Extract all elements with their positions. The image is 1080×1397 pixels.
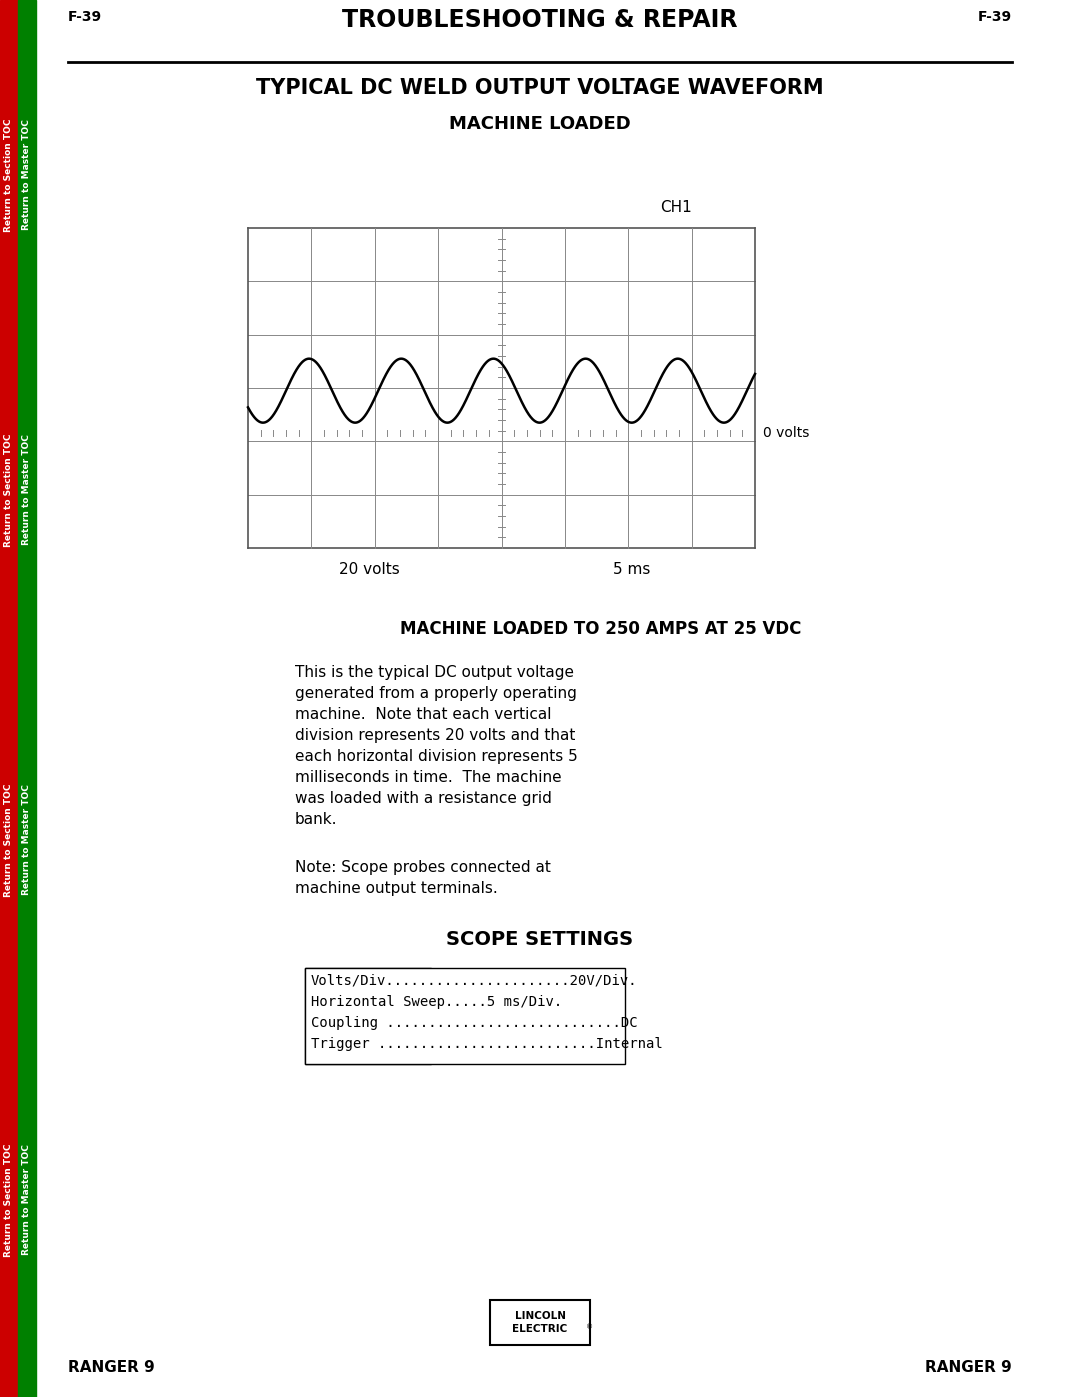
Text: bank.: bank. [295, 812, 337, 827]
Text: Return to Section TOC: Return to Section TOC [4, 119, 14, 232]
Bar [305, 968, 625, 1065]
Text: machine.  Note that each vertical: machine. Note that each vertical [295, 707, 552, 722]
Text: RANGER 9: RANGER 9 [926, 1361, 1012, 1375]
Bar [490, 1301, 590, 1345]
Text: Return to Section TOC: Return to Section TOC [4, 1143, 14, 1257]
Text: was loaded with a resistance grid: was loaded with a resistance grid [295, 791, 552, 806]
Text: Note: Scope probes connected at: Note: Scope probes connected at [295, 861, 551, 875]
Text: TYPICAL DC WELD OUTPUT VOLTAGE WAVEFORM: TYPICAL DC WELD OUTPUT VOLTAGE WAVEFORM [256, 78, 824, 98]
Text: Horizontal Sweep.....5 ms/Div.: Horizontal Sweep.....5 ms/Div. [311, 995, 563, 1009]
Text: Volts/Div......................20V/Div.: Volts/Div......................20V/Div. [311, 974, 637, 988]
Text: Return to Master TOC: Return to Master TOC [23, 785, 31, 895]
Text: machine output terminals.: machine output terminals. [295, 882, 498, 895]
Text: Return to Master TOC: Return to Master TOC [23, 434, 31, 545]
Text: MACHINE LOADED: MACHINE LOADED [449, 115, 631, 133]
Text: division represents 20 volts and that: division represents 20 volts and that [295, 728, 576, 743]
Text: F-39: F-39 [68, 10, 103, 24]
Bar [305, 968, 431, 1065]
Text: ®: ® [586, 1324, 593, 1330]
Text: 0 volts: 0 volts [762, 426, 809, 440]
Text: Trigger ..........................Internal: Trigger ..........................Intern… [311, 1037, 663, 1051]
Text: CH1: CH1 [660, 200, 692, 215]
Text: Return to Section TOC: Return to Section TOC [4, 433, 14, 546]
Text: each horizontal division represents 5: each horizontal division represents 5 [295, 749, 578, 764]
Text: generated from a properly operating: generated from a properly operating [295, 686, 577, 701]
Text: Return to Master TOC: Return to Master TOC [23, 1144, 31, 1256]
Text: SCOPE SETTINGS: SCOPE SETTINGS [446, 930, 634, 949]
Text: Return to Section TOC: Return to Section TOC [4, 784, 14, 897]
Text: 20 volts: 20 volts [339, 562, 400, 577]
Text: MACHINE LOADED TO 250 AMPS AT 25 VDC: MACHINE LOADED TO 250 AMPS AT 25 VDC [400, 620, 801, 638]
Text: LINCOLN
ELECTRIC: LINCOLN ELECTRIC [512, 1312, 568, 1334]
Bar [248, 228, 755, 548]
Bar [18, 0, 36, 1397]
Text: Return to Master TOC: Return to Master TOC [23, 120, 31, 231]
Text: RANGER 9: RANGER 9 [68, 1361, 154, 1375]
Text: 5 ms: 5 ms [613, 562, 650, 577]
Text: Coupling ............................DC: Coupling ............................DC [311, 1016, 637, 1030]
Bar [0, 0, 18, 1397]
Text: milliseconds in time.  The machine: milliseconds in time. The machine [295, 770, 562, 785]
Text: F-39: F-39 [977, 10, 1012, 24]
Text: This is the typical DC output voltage: This is the typical DC output voltage [295, 665, 573, 680]
Text: TROUBLESHOOTING & REPAIR: TROUBLESHOOTING & REPAIR [342, 8, 738, 32]
